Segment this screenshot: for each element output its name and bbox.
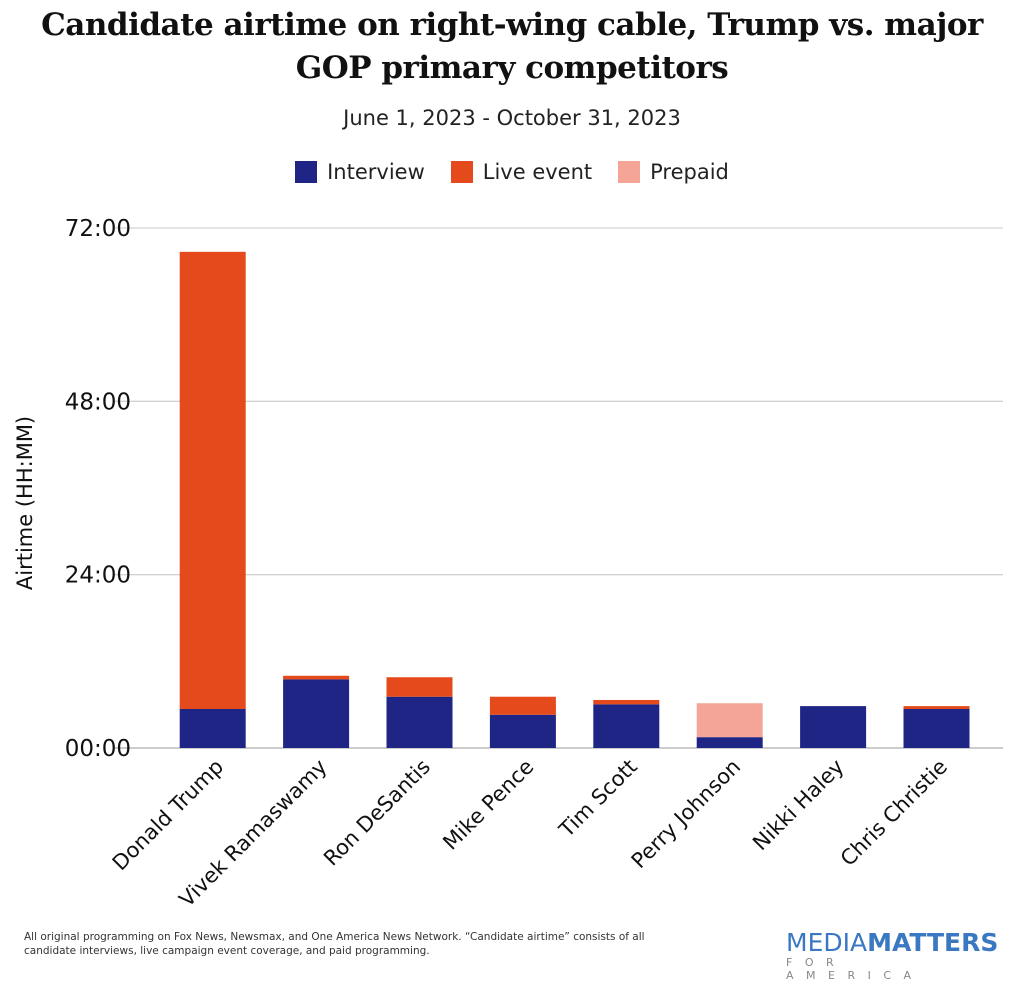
x-tick-label: Chris Christie — [836, 755, 952, 871]
legend-label: Prepaid — [650, 160, 729, 184]
legend-swatch-live-event — [450, 161, 473, 183]
bar-interview — [696, 737, 763, 748]
x-tick-label: Nikki Haley — [748, 755, 849, 856]
bar-interview — [903, 709, 970, 748]
legend: Interview Live event Prepaid — [0, 160, 1024, 184]
legend-item-live-event: Live event — [450, 160, 593, 184]
bar-live-event — [283, 675, 350, 680]
footnote: All original programming on Fox News, Ne… — [24, 931, 645, 957]
bar-interview — [489, 714, 556, 748]
y-tick-label: 48:00 — [65, 389, 131, 415]
logo-media: MEDIA — [786, 928, 868, 957]
bar-interview — [283, 679, 350, 748]
x-tick-label: Perry Johnson — [627, 755, 746, 874]
legend-label: Live event — [482, 160, 593, 184]
bar-interview — [800, 706, 867, 748]
bar-interview — [179, 709, 246, 748]
chart-title: Candidate airtime on right-wing cable, T… — [41, 7, 983, 86]
legend-label: Interview — [327, 160, 425, 184]
bar-interview — [386, 696, 453, 748]
legend-swatch-interview — [295, 161, 318, 183]
y-tick-label: 00:00 — [65, 736, 131, 762]
chart-subtitle: June 1, 2023 - October 31, 2023 — [343, 106, 681, 130]
x-tick-label: Tim Scott — [554, 755, 642, 843]
x-tick-label: Donald Trump — [108, 755, 229, 876]
bar-interview — [593, 704, 660, 748]
legend-swatch-prepaid — [618, 161, 641, 183]
bar-live-event — [386, 677, 453, 697]
bar-prepaid — [696, 703, 763, 738]
media-matters-logo: MEDIAMATTERS FOR AMERICA — [786, 928, 998, 982]
bar-live-event — [179, 251, 246, 710]
bar-live-event — [593, 699, 660, 705]
x-tick-label: Ron DeSantis — [319, 755, 435, 871]
x-tick-label: Mike Pence — [438, 755, 538, 855]
logo-matters: MATTERS — [867, 928, 999, 957]
y-tick-label: 24:00 — [65, 563, 131, 589]
y-tick-label: 72:00 — [65, 216, 131, 242]
legend-item-interview: Interview — [295, 160, 425, 184]
bar-live-event — [489, 696, 556, 715]
y-axis-title: Airtime (HH:MM) — [13, 416, 37, 590]
legend-item-prepaid: Prepaid — [618, 160, 729, 184]
bar-live-event — [903, 706, 970, 709]
logo-for-america: FOR AMERICA — [786, 956, 924, 982]
